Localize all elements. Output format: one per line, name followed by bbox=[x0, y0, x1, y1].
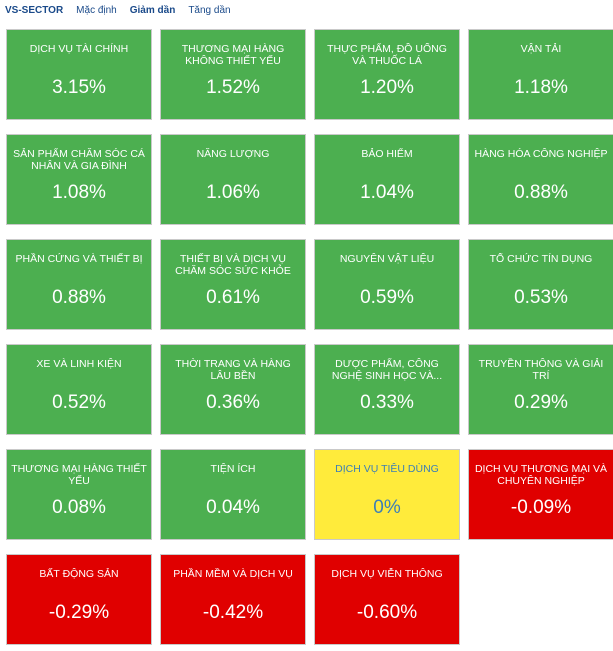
sector-name: THỜI TRANG VÀ HÀNG LÂU BỀN bbox=[175, 358, 291, 382]
sector-name: SẢN PHẨM CHĂM SÓC CÁ NHÂN VÀ GIA ĐÌNH bbox=[13, 148, 145, 172]
sector-name: PHẦN CỨNG VÀ THIẾT BỊ bbox=[15, 253, 143, 265]
sector-name: PHẦN MỀM VÀ DỊCH VỤ bbox=[173, 568, 293, 580]
sector-tile[interactable]: HÀNG HÓA CÔNG NGHIỆP 0.88% bbox=[468, 134, 613, 225]
sector-tile[interactable]: DƯỢC PHẨM, CÔNG NGHỆ SINH HỌC VÀ... 0.33% bbox=[314, 344, 460, 435]
sector-change: 3.15% bbox=[52, 77, 106, 98]
header-bar: VS-SECTOR Mặc định Giảm dần Tăng dần bbox=[0, 0, 613, 20]
sector-name: NGUYÊN VẬT LIỆU bbox=[339, 253, 435, 265]
sector-name: DỊCH VỤ TIÊU DÙNG bbox=[335, 463, 439, 475]
sector-change: 1.52% bbox=[206, 77, 260, 98]
sector-name: THƯƠNG MẠI HÀNG THIẾT YẾU bbox=[11, 463, 147, 487]
sector-name: DỊCH VỤ TÀI CHÍNH bbox=[29, 43, 129, 55]
sector-change: 1.18% bbox=[514, 77, 568, 98]
sector-name: TRUYỀN THÔNG VÀ GIẢI TRÍ bbox=[478, 358, 604, 382]
sector-tile[interactable]: XE VÀ LINH KIỆN 0.52% bbox=[6, 344, 152, 435]
sector-change: 0.88% bbox=[514, 182, 568, 203]
sector-name: DƯỢC PHẨM, CÔNG NGHỆ SINH HỌC VÀ... bbox=[331, 358, 443, 382]
sector-tile[interactable]: TRUYỀN THÔNG VÀ GIẢI TRÍ 0.29% bbox=[468, 344, 613, 435]
sector-name: BẤT ĐỘNG SẢN bbox=[39, 568, 119, 580]
sector-change: 0.33% bbox=[360, 392, 414, 413]
sector-change: 1.20% bbox=[360, 77, 414, 98]
page-title: VS-SECTOR bbox=[5, 4, 64, 16]
sector-change: -0.60% bbox=[356, 602, 418, 623]
sector-change: 0.59% bbox=[360, 287, 414, 308]
sector-change: 1.06% bbox=[206, 182, 260, 203]
sector-tile[interactable]: DỊCH VỤ TIÊU DÙNG 0% bbox=[314, 449, 460, 540]
sector-name: THƯƠNG MẠI HÀNG KHÔNG THIẾT YẾU bbox=[181, 43, 285, 67]
sector-change: -0.09% bbox=[510, 497, 572, 518]
sector-change: 0% bbox=[373, 497, 401, 518]
sector-tile[interactable]: VẬN TẢI 1.18% bbox=[468, 29, 613, 120]
sector-tile[interactable]: THỜI TRANG VÀ HÀNG LÂU BỀN 0.36% bbox=[160, 344, 306, 435]
sector-tile[interactable]: DỊCH VỤ VIỄN THÔNG -0.60% bbox=[314, 554, 460, 645]
sector-tile[interactable]: PHẦN CỨNG VÀ THIẾT BỊ 0.88% bbox=[6, 239, 152, 330]
sector-grid: DỊCH VỤ TÀI CHÍNH 3.15% THƯƠNG MẠI HÀNG KH… bbox=[6, 29, 613, 645]
sector-change: 1.08% bbox=[52, 182, 106, 203]
sector-tile[interactable]: TIỆN ÍCH 0.04% bbox=[160, 449, 306, 540]
sector-change: 0.04% bbox=[206, 497, 260, 518]
sector-tile[interactable]: PHẦN MỀM VÀ DỊCH VỤ -0.42% bbox=[160, 554, 306, 645]
sector-change: 0.88% bbox=[52, 287, 106, 308]
sector-change: 0.52% bbox=[52, 392, 106, 413]
sector-tile[interactable]: THIẾT BỊ VÀ DỊCH VỤ CHĂM SÓC SỨC KHỎE 0.6… bbox=[160, 239, 306, 330]
sector-change: 0.29% bbox=[514, 392, 568, 413]
sector-tile[interactable]: NĂNG LƯỢNG 1.06% bbox=[160, 134, 306, 225]
sector-change: 0.08% bbox=[52, 497, 106, 518]
sector-name: DỊCH VỤ VIỄN THÔNG bbox=[331, 568, 443, 580]
sector-tile[interactable]: DỊCH VỤ TÀI CHÍNH 3.15% bbox=[6, 29, 152, 120]
sort-default-link[interactable]: Mặc định bbox=[76, 4, 117, 16]
sector-tile[interactable]: NGUYÊN VẬT LIỆU 0.59% bbox=[314, 239, 460, 330]
sector-name: XE VÀ LINH KIỆN bbox=[36, 358, 122, 370]
sector-name: TIỆN ÍCH bbox=[210, 463, 256, 475]
sector-change: 1.04% bbox=[360, 182, 414, 203]
sector-name: BẢO HIỂM bbox=[361, 148, 413, 160]
sector-tile[interactable]: DỊCH VỤ THƯƠNG MẠI VÀ CHUYÊN NGHIỆP -0.09… bbox=[468, 449, 613, 540]
sector-tile[interactable]: BẤT ĐỘNG SẢN -0.29% bbox=[6, 554, 152, 645]
sector-change: 0.61% bbox=[206, 287, 260, 308]
sector-name: THỰC PHẨM, ĐỒ UỐNG VÀ THUỐC LÁ bbox=[327, 43, 447, 67]
sector-name: TỔ CHỨC TÍN DỤNG bbox=[489, 253, 593, 265]
sort-descending-link[interactable]: Giảm dần bbox=[129, 4, 176, 16]
sector-tile[interactable]: THƯƠNG MẠI HÀNG THIẾT YẾU 0.08% bbox=[6, 449, 152, 540]
sector-name: VẬN TẢI bbox=[520, 43, 562, 55]
sector-change: 0.36% bbox=[206, 392, 260, 413]
sector-name: DỊCH VỤ THƯƠNG MẠI VÀ CHUYÊN NGHIỆP bbox=[474, 463, 608, 487]
sector-tile[interactable]: BẢO HIỂM 1.04% bbox=[314, 134, 460, 225]
sector-name: NĂNG LƯỢNG bbox=[196, 148, 270, 160]
sector-change: -0.42% bbox=[202, 602, 264, 623]
sector-tile[interactable]: THƯƠNG MẠI HÀNG KHÔNG THIẾT YẾU 1.52% bbox=[160, 29, 306, 120]
sector-change: 0.53% bbox=[514, 287, 568, 308]
sector-tile[interactable]: TỔ CHỨC TÍN DỤNG 0.53% bbox=[468, 239, 613, 330]
sector-change: -0.29% bbox=[48, 602, 110, 623]
sector-name: THIẾT BỊ VÀ DỊCH VỤ CHĂM SÓC SỨC KHỎE bbox=[175, 253, 291, 277]
sector-tile[interactable]: THỰC PHẨM, ĐỒ UỐNG VÀ THUỐC LÁ 1.20% bbox=[314, 29, 460, 120]
sort-ascending-link[interactable]: Tăng dần bbox=[188, 4, 231, 16]
sector-tile[interactable]: SẢN PHẨM CHĂM SÓC CÁ NHÂN VÀ GIA ĐÌNH 1.0… bbox=[6, 134, 152, 225]
sector-name: HÀNG HÓA CÔNG NGHIỆP bbox=[474, 148, 608, 160]
